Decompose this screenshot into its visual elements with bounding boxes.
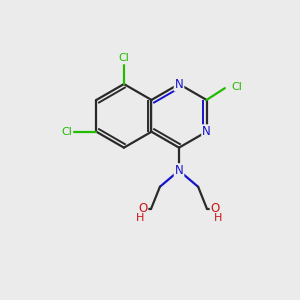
Text: O: O: [211, 202, 220, 215]
Text: N: N: [175, 164, 183, 177]
Text: N: N: [175, 77, 183, 91]
Text: Cl: Cl: [232, 82, 243, 92]
Text: Cl: Cl: [118, 53, 129, 63]
Text: H: H: [213, 213, 222, 223]
Text: Cl: Cl: [61, 127, 72, 137]
Text: H: H: [136, 213, 145, 223]
Text: O: O: [138, 202, 147, 215]
Text: N: N: [202, 125, 211, 138]
